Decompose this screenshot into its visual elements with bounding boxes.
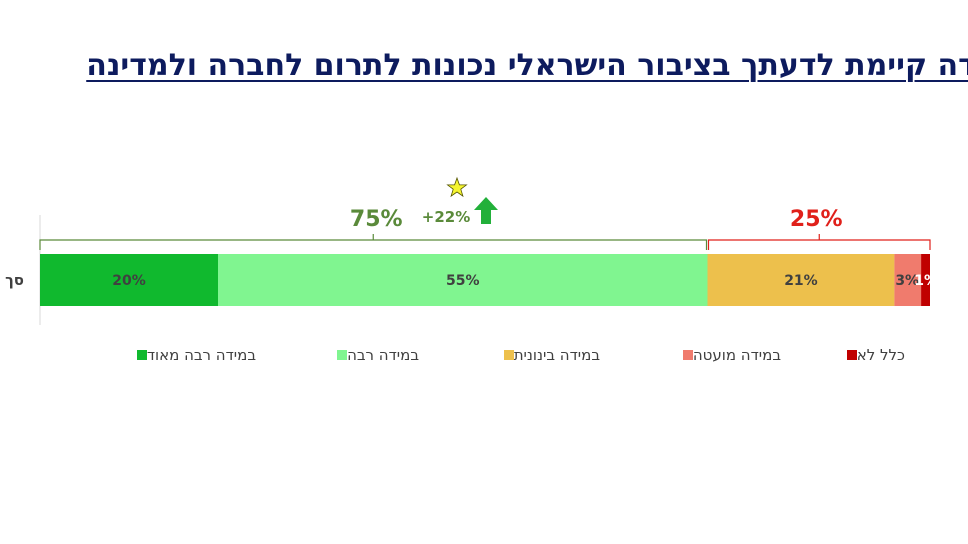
category-label: סך bbox=[5, 271, 24, 289]
bar-value-label-2: 21% bbox=[784, 273, 818, 289]
change-annotation-label: +22% bbox=[422, 208, 470, 226]
bracket-0 bbox=[39, 239, 708, 250]
up-arrow-icon bbox=[474, 197, 498, 224]
bar-value-label-4: 1% bbox=[914, 273, 938, 289]
bar-segment-3 bbox=[894, 254, 922, 306]
star-icon bbox=[446, 176, 468, 198]
legend-item-0: במידה רבה מאוד bbox=[131, 346, 256, 364]
bracket-1 bbox=[707, 239, 931, 250]
stacked-bar-chart: סך 20% 55% 21% 3%1% 75% 25% +22% bbox=[5, 176, 938, 325]
legend-item-4: כלל לא bbox=[841, 346, 905, 364]
legend-swatch-4 bbox=[846, 350, 857, 360]
legend-swatch-2 bbox=[503, 350, 514, 360]
legend-label-2: במידה בינונית bbox=[513, 346, 600, 364]
legend-item-2: במידה בינונית bbox=[498, 346, 600, 364]
bar-value-label-1: 55% bbox=[446, 273, 480, 289]
legend-label-1: במידה רבה bbox=[347, 346, 419, 364]
bracket-label-1: 25% bbox=[790, 207, 843, 232]
legend-label-3: במידה מועטה bbox=[692, 346, 781, 364]
legend-swatch-1 bbox=[337, 350, 348, 360]
bar-segment-2 bbox=[707, 254, 895, 306]
bar-segment-4 bbox=[921, 254, 930, 306]
legend-swatch-0 bbox=[136, 350, 147, 360]
legend-swatch-3 bbox=[682, 350, 693, 360]
bar-segment-1 bbox=[218, 254, 708, 306]
bar-segment-0 bbox=[40, 254, 218, 306]
legend-label-0: במידה רבה מאוד bbox=[146, 346, 256, 364]
legend-label-4: כלל לא bbox=[856, 346, 905, 364]
legend-item-1: במידה רבה bbox=[331, 346, 419, 364]
chart-title: באיזו מידה קיימת לדעתך בציבור הישראלי נכ… bbox=[86, 48, 968, 83]
bar-value-label-0: 20% bbox=[112, 273, 146, 289]
legend-item-3: במידה מועטה bbox=[677, 346, 781, 364]
bar-value-label-3: 3% bbox=[895, 273, 919, 289]
bracket-label-0: 75% bbox=[350, 207, 403, 232]
chart-title-area: באיזו מידה קיימת לדעתך בציבור הישראלי נכ… bbox=[0, 48, 968, 88]
